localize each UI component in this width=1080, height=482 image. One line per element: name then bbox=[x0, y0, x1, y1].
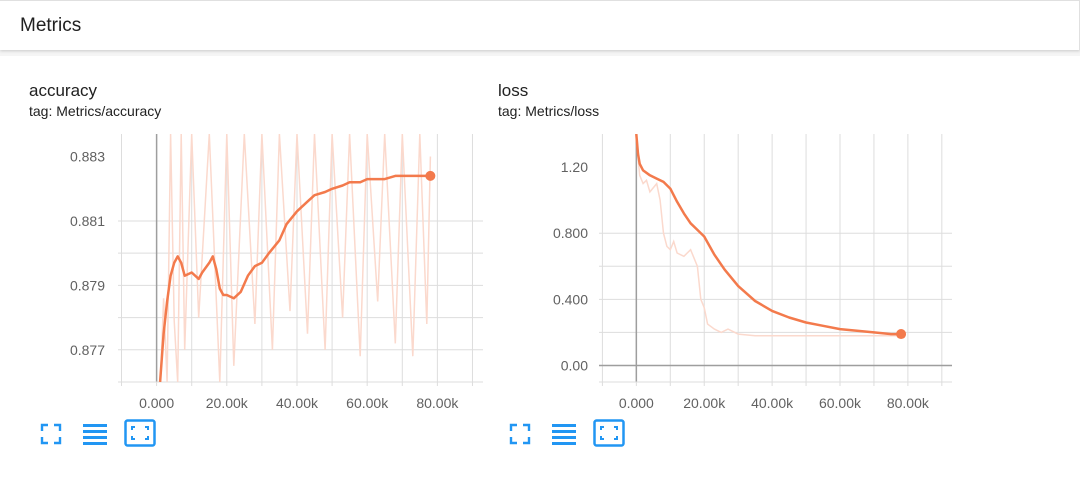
card-title-loss: loss bbox=[498, 81, 529, 100]
last-point-marker bbox=[896, 329, 907, 340]
x-tick-label: 0.000 bbox=[619, 395, 654, 411]
x-tick-label: 60.00k bbox=[346, 395, 389, 411]
y-tick-label: 1.20 bbox=[561, 159, 588, 175]
smoothed-series-line bbox=[635, 134, 902, 336]
fit-domain-icon[interactable] bbox=[40, 423, 62, 450]
x-tick-label: 40.00k bbox=[751, 395, 794, 411]
header-title: Metrics bbox=[20, 15, 82, 36]
toggle-log-scale-icon[interactable] bbox=[551, 421, 577, 452]
x-tick-label: 40.00k bbox=[276, 395, 319, 411]
fit-domain-icon[interactable] bbox=[509, 423, 531, 450]
x-tick-label: 20.00k bbox=[683, 395, 726, 411]
smoothed-series-line bbox=[158, 174, 431, 382]
card-tag-loss: tag: Metrics/loss bbox=[498, 103, 600, 119]
x-tick-label: 20.00k bbox=[206, 395, 249, 411]
card-title-accuracy: accuracy bbox=[29, 81, 98, 100]
x-tick-label: 80.00k bbox=[887, 395, 930, 411]
y-tick-label: 0.881 bbox=[70, 213, 105, 229]
last-point-marker bbox=[425, 170, 436, 181]
y-tick-label: 0.877 bbox=[70, 342, 105, 358]
x-tick-label: 80.00k bbox=[416, 395, 459, 411]
raw-series-line bbox=[635, 137, 902, 337]
y-tick-label: 0.800 bbox=[553, 225, 588, 241]
x-tick-label: 0.000 bbox=[139, 395, 174, 411]
expand-chart-icon[interactable] bbox=[593, 419, 625, 452]
y-tick-label: 0.883 bbox=[70, 149, 105, 165]
metrics-header: Metrics bbox=[0, 0, 1080, 50]
x-tick-label: 60.00k bbox=[819, 395, 862, 411]
toggle-log-scale-icon[interactable] bbox=[82, 421, 108, 452]
y-tick-label: 0.879 bbox=[70, 277, 105, 293]
y-tick-label: 0.400 bbox=[553, 291, 588, 307]
card-tag-accuracy: tag: Metrics/accuracy bbox=[29, 103, 162, 119]
y-tick-label: 0.00 bbox=[561, 357, 588, 373]
expand-chart-icon[interactable] bbox=[124, 419, 156, 452]
